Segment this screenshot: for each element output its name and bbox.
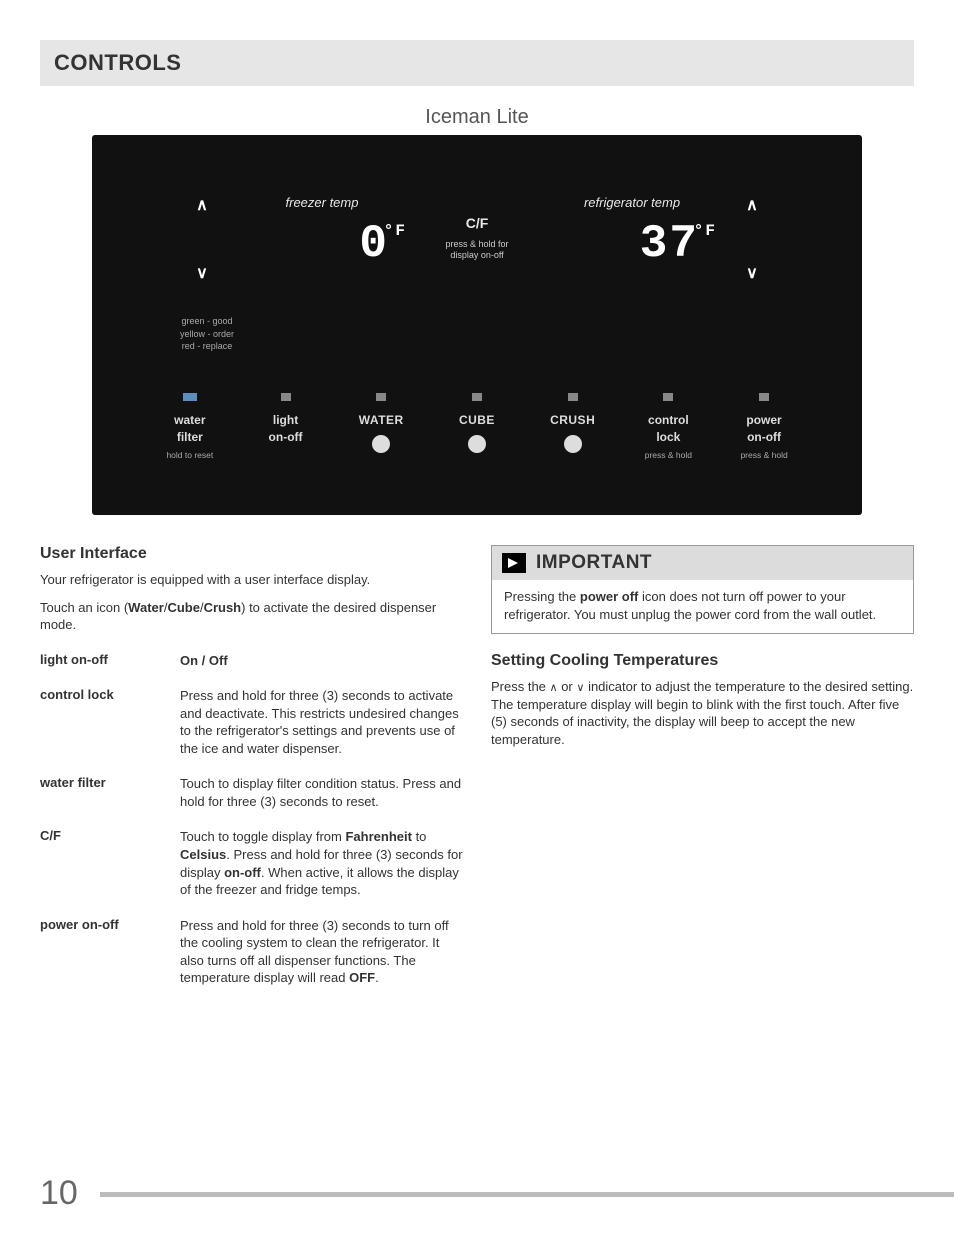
page-number: 10 xyxy=(40,1174,78,1213)
indicator-icon xyxy=(663,393,673,401)
left-column: User Interface Your refrigerator is equi… xyxy=(40,545,463,1005)
section-title: CONTROLS xyxy=(54,50,900,76)
def-row: power on-off Press and hold for three (3… xyxy=(40,917,463,987)
indicator-icon xyxy=(568,393,578,401)
def-row: water filter Touch to display filter con… xyxy=(40,775,463,810)
arrow-up-icon: ∧ xyxy=(187,195,217,215)
indicator-icon xyxy=(376,393,386,401)
touch-circle-icon xyxy=(372,435,390,453)
ui-intro-1: Your refrigerator is equipped with a use… xyxy=(40,571,463,589)
def-desc: Press and hold for three (3) seconds to … xyxy=(180,917,463,987)
definitions-table: light on-off On / Off control lock Press… xyxy=(40,652,463,987)
diagram-title: Iceman Lite xyxy=(40,106,914,129)
important-title: IMPORTANT xyxy=(536,552,652,574)
indicator-icon xyxy=(183,393,197,401)
fridge-arrows: ∧ ∨ xyxy=(737,195,767,283)
def-term: control lock xyxy=(40,687,180,757)
important-callout: IMPORTANT Pressing the power off icon do… xyxy=(491,545,914,634)
arrow-up-icon: ∧ xyxy=(737,195,767,215)
def-desc: On / Off xyxy=(180,652,228,670)
cf-block: C/F press & hold for display on-off xyxy=(427,195,527,283)
indicator-icon xyxy=(472,393,482,401)
cooling-body: Press the ∧ or ∨ indicator to adjust the… xyxy=(491,678,914,748)
filter-legend: green - good yellow - order red - replac… xyxy=(180,315,234,353)
up-caret-icon: ∧ xyxy=(550,682,558,694)
content-columns: User Interface Your refrigerator is equi… xyxy=(40,545,914,1005)
def-term: water filter xyxy=(40,775,180,810)
freezer-arrows: ∧ ∨ xyxy=(187,195,217,283)
fridge-temp-block: refrigerator temp 37°F xyxy=(547,195,717,283)
control-panel-diagram: ∧ ∨ freezer temp 0°F C/F press & hold fo… xyxy=(92,135,862,515)
cf-hint2: display on-off xyxy=(427,250,527,261)
indicator-icon xyxy=(759,393,769,401)
fridge-value: 37°F xyxy=(547,218,717,270)
water-dispense-button: WATER xyxy=(341,393,421,460)
section-header: CONTROLS xyxy=(40,40,914,86)
def-term: light on-off xyxy=(40,652,180,670)
control-lock-button: control lock press & hold xyxy=(628,393,708,460)
arrow-down-icon: ∨ xyxy=(737,263,767,283)
ui-intro-2: Touch an icon (Water/Cube/Crush) to acti… xyxy=(40,599,463,634)
def-desc: Press and hold for three (3) seconds to … xyxy=(180,687,463,757)
cf-hint1: press & hold for xyxy=(427,239,527,250)
button-row: water filter hold to reset light on-off … xyxy=(142,393,812,460)
def-desc: Touch to display filter condition status… xyxy=(180,775,463,810)
freezer-label: freezer temp xyxy=(237,195,407,210)
water-filter-button: water filter hold to reset xyxy=(150,393,230,460)
arrow-right-icon xyxy=(502,553,526,573)
def-row: light on-off On / Off xyxy=(40,652,463,670)
touch-circle-icon xyxy=(564,435,582,453)
freezer-value: 0°F xyxy=(237,218,407,270)
power-button: power on-off press & hold xyxy=(724,393,804,460)
right-column: IMPORTANT Pressing the power off icon do… xyxy=(491,545,914,1005)
cube-dispense-button: CUBE xyxy=(437,393,517,460)
def-term: C/F xyxy=(40,828,180,898)
def-row: control lock Press and hold for three (3… xyxy=(40,687,463,757)
important-body: Pressing the power off icon does not tur… xyxy=(492,580,913,633)
important-header: IMPORTANT xyxy=(492,546,913,580)
touch-circle-icon xyxy=(468,435,486,453)
fridge-label: refrigerator temp xyxy=(547,195,717,210)
def-row: C/F Touch to toggle display from Fahrenh… xyxy=(40,828,463,898)
light-button: light on-off xyxy=(246,393,326,460)
cf-label: C/F xyxy=(427,215,527,231)
freezer-temp-block: freezer temp 0°F xyxy=(237,195,407,283)
indicator-icon xyxy=(281,393,291,401)
cooling-heading: Setting Cooling Temperatures xyxy=(491,652,914,670)
crush-dispense-button: CRUSH xyxy=(533,393,613,460)
def-term: power on-off xyxy=(40,917,180,987)
def-desc: Touch to toggle display from Fahrenheit … xyxy=(180,828,463,898)
footer-rule xyxy=(100,1192,954,1197)
arrow-down-icon: ∨ xyxy=(187,263,217,283)
ui-heading: User Interface xyxy=(40,545,463,563)
